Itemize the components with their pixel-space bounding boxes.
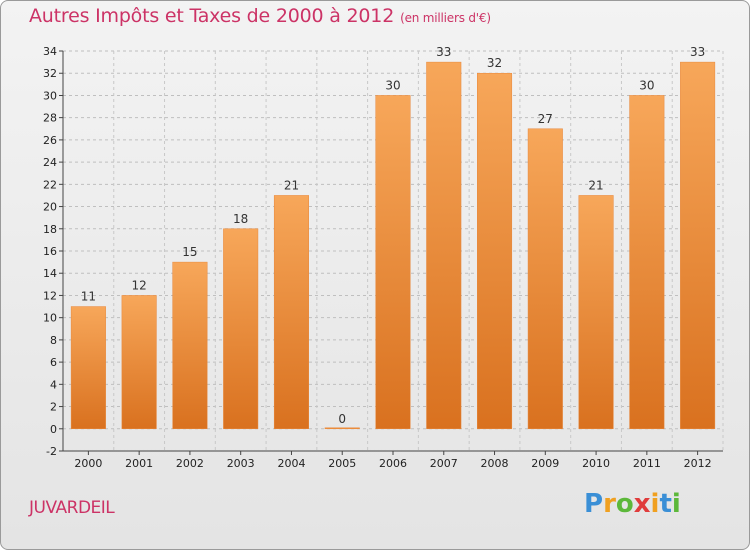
y-tick-label: 26 (43, 134, 57, 147)
x-tick-label: 2004 (277, 457, 305, 470)
bar-2004 (273, 195, 309, 430)
data-label-2010: 21 (588, 178, 603, 192)
y-tick-label: 12 (43, 289, 57, 302)
bar-2006 (375, 95, 411, 430)
data-label-2009: 27 (538, 112, 553, 126)
y-tick-label: 16 (43, 245, 57, 258)
y-tick-label: 8 (50, 334, 57, 347)
data-label-2003: 18 (233, 212, 248, 226)
y-tick-label: 30 (43, 89, 57, 102)
x-tick-label: 2001 (125, 457, 153, 470)
y-tick-label: 32 (43, 67, 57, 80)
y-tick-label: 22 (43, 178, 57, 191)
bar-2012 (680, 61, 716, 430)
logo-letter: i (650, 489, 660, 519)
bar-2002 (172, 261, 208, 430)
x-tick-label: 2000 (74, 457, 102, 470)
logo-letter: r (603, 489, 616, 519)
logo-letter: o (615, 489, 634, 519)
bar-2000 (70, 306, 106, 430)
x-tick-label: 2008 (481, 457, 509, 470)
y-tick-label: 6 (50, 356, 57, 369)
chart-title: Autres Impôts et Taxes de 2000 à 2012 (en… (29, 5, 491, 27)
y-tick-label: 10 (43, 312, 57, 325)
commune-name: JUVARDEIL (29, 498, 115, 518)
bar-2008 (477, 72, 513, 430)
logo-letter: t (659, 489, 672, 519)
y-tick-label: 14 (43, 267, 57, 280)
x-tick-label: 2010 (582, 457, 610, 470)
data-label-2002: 15 (182, 245, 197, 259)
chart-title-units: (en milliers d'€) (400, 11, 491, 25)
x-tick-label: 2002 (176, 457, 204, 470)
bar-2009 (527, 128, 563, 430)
x-tick-label: 2003 (227, 457, 255, 470)
x-tick-label: 2005 (328, 457, 356, 470)
y-tick-label: 20 (43, 201, 57, 214)
data-label-2001: 12 (132, 278, 147, 292)
chart-title-text: Autres Impôts et Taxes de 2000 à 2012 (29, 5, 395, 27)
x-tick-label: 2012 (684, 457, 712, 470)
proxiti-logo: Proxiti (584, 489, 681, 519)
x-tick-label: 2011 (633, 457, 661, 470)
bar-2011 (629, 95, 665, 430)
logo-letter: x (633, 489, 651, 519)
data-label-2000: 11 (81, 290, 96, 304)
bars-layer: 11 12 15 18 21 0 30 33 32 27 21 30 33 (70, 45, 716, 430)
y-tick-label: 24 (43, 156, 57, 169)
bar-2001 (121, 295, 157, 430)
data-label-2012: 33 (690, 45, 705, 59)
data-label-2007: 33 (436, 45, 451, 59)
logo-letter: P (584, 489, 604, 519)
x-tick-label: 2007 (430, 457, 458, 470)
data-label-2005: 0 (338, 412, 346, 426)
y-tick-label: -2 (46, 445, 57, 458)
y-tick-label: 4 (50, 378, 57, 391)
data-label-2004: 21 (284, 178, 299, 192)
logo-letter: i (671, 489, 681, 519)
y-tick-label: 2 (50, 401, 57, 414)
y-tick-label: 28 (43, 112, 57, 125)
x-tick-label: 2009 (531, 457, 559, 470)
bar-2010 (578, 195, 614, 430)
data-label-2008: 32 (487, 56, 502, 70)
bar-2005 (324, 427, 360, 430)
y-tick-label: 0 (50, 423, 57, 436)
bar-2003 (223, 228, 259, 430)
data-label-2006: 30 (385, 78, 400, 92)
bar-2007 (426, 61, 462, 430)
y-tick-label: 34 (43, 45, 57, 58)
x-tick-label: 2006 (379, 457, 407, 470)
y-tick-label: 18 (43, 223, 57, 236)
data-label-2011: 30 (639, 78, 654, 92)
